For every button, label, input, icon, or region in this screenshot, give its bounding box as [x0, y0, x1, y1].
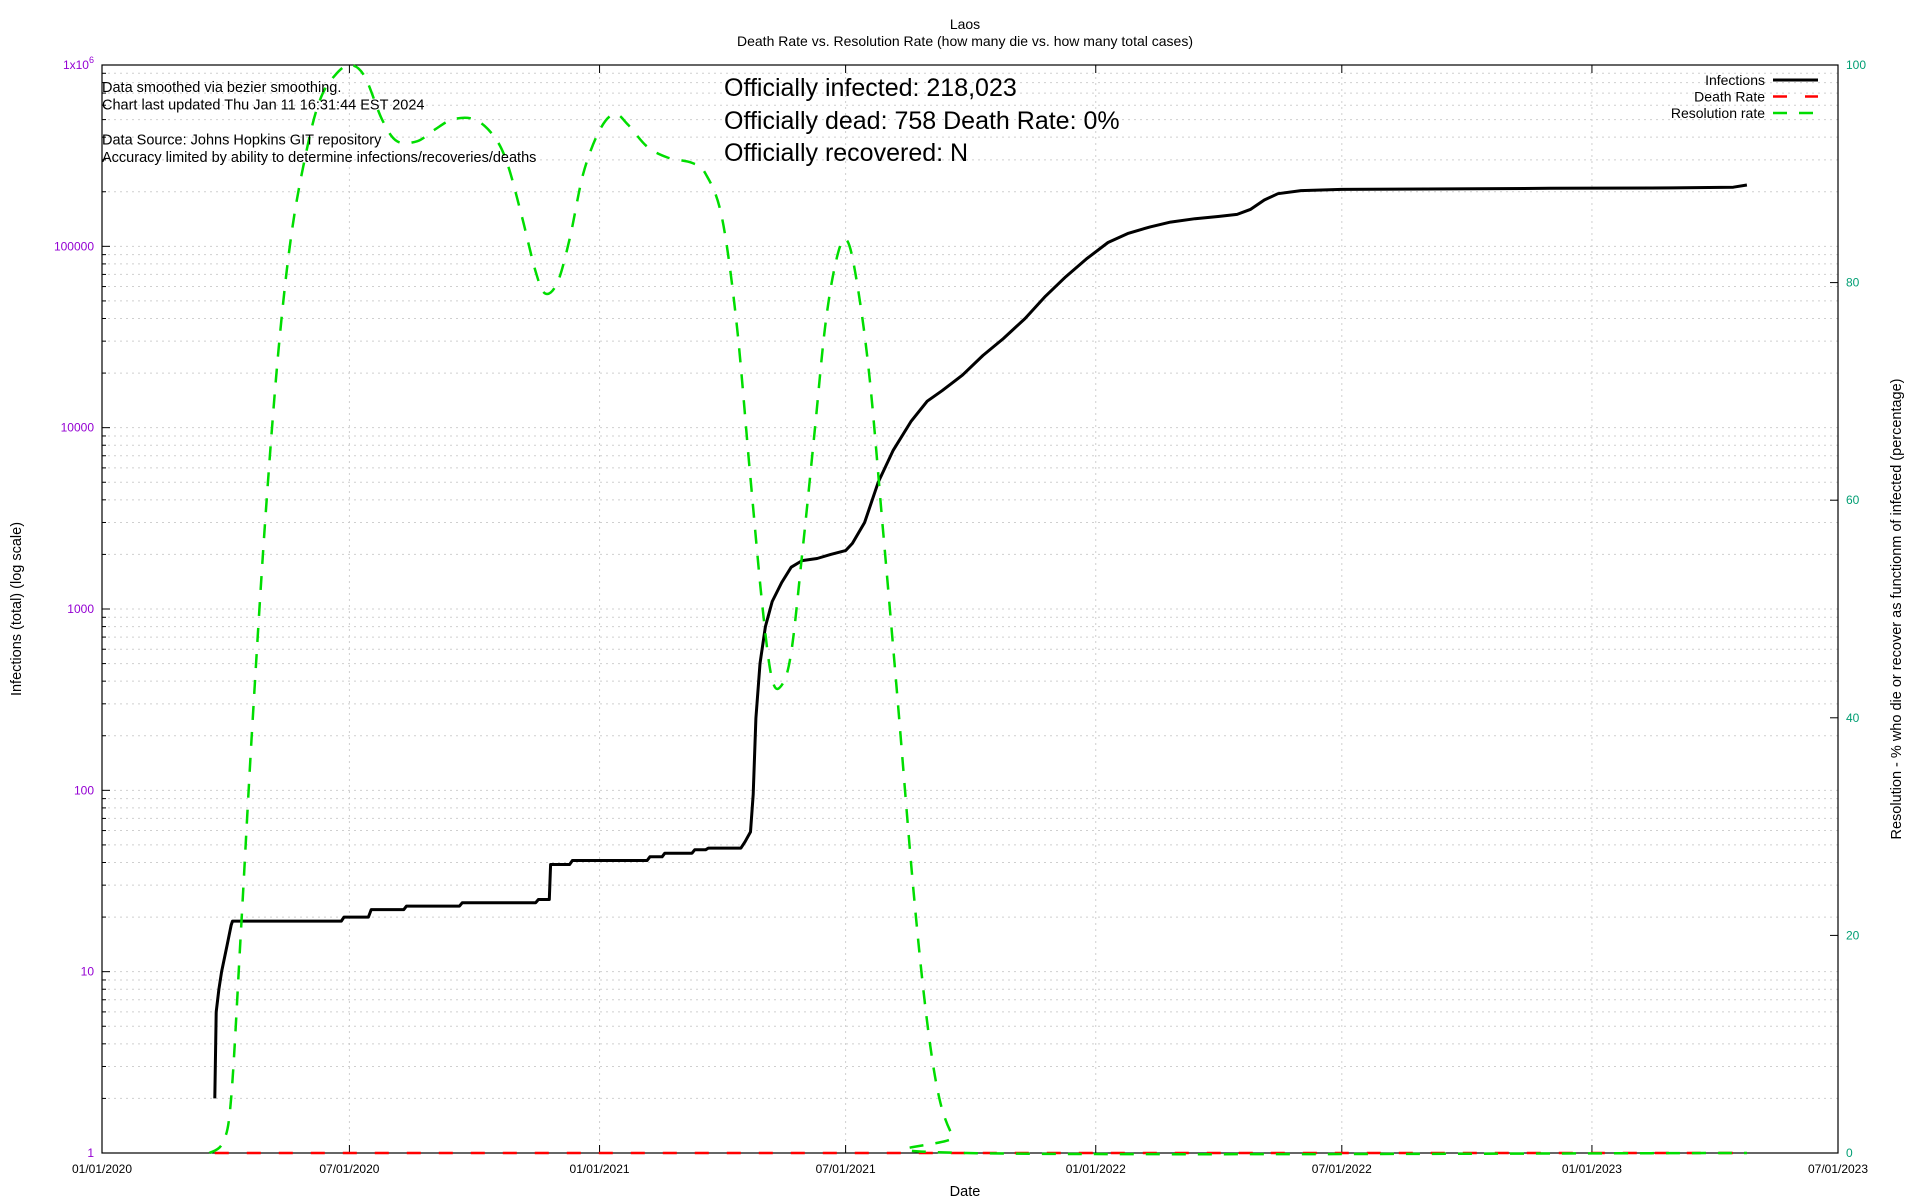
y2-tick-label: 60	[1846, 493, 1860, 507]
y2-tick-label: 80	[1846, 276, 1860, 290]
y-axis-title-right: Resolution - % who die or recover as fun…	[1889, 378, 1905, 839]
x-tick-label: 01/01/2022	[1066, 1162, 1126, 1176]
x-tick-label: 07/01/2023	[1808, 1162, 1868, 1176]
annotation-dead: Officially dead: 758 Death Rate: 0%	[724, 107, 1120, 135]
x-tick-label: 01/01/2021	[570, 1162, 630, 1176]
plot-frame	[101, 64, 1839, 1154]
y-tick-label: 10000	[61, 421, 95, 435]
y-tick-label: 1	[87, 1146, 94, 1160]
grid	[102, 65, 1838, 1153]
legend-label: Resolution rate	[1671, 105, 1765, 121]
y-tick-label: 100	[74, 783, 94, 797]
y-tick-label: 100000	[54, 239, 94, 253]
y-tick-label: 10	[81, 965, 95, 979]
y-tick-label: 1000	[67, 602, 94, 616]
y2-tick-label: 40	[1846, 711, 1860, 725]
x-tick-label: 01/01/2020	[72, 1162, 132, 1176]
chart-subtitle: Death Rate vs. Resolution Rate (how many…	[737, 33, 1193, 49]
annotation-recovered: Officially recovered: N	[724, 139, 968, 167]
series-resolution-rate-line	[208, 63, 1747, 1156]
annotation-note: Data smoothed via bezier smoothing.	[102, 80, 341, 96]
annotation-note: Accuracy limited by ability to determine…	[102, 150, 536, 166]
y2-tick-label: 0	[1846, 1146, 1853, 1160]
series-group	[208, 63, 1748, 1156]
x-axis-title: Date	[950, 1184, 981, 1200]
y2-tick-label: 20	[1846, 928, 1860, 942]
chart-title: Laos	[950, 16, 980, 32]
legend-label: Infections	[1705, 72, 1765, 88]
x-tick-label: 07/01/2021	[816, 1162, 876, 1176]
x-tick-label: 07/01/2022	[1312, 1162, 1372, 1176]
series-infections-line	[213, 183, 1748, 1099]
legend-label: Death Rate	[1694, 89, 1765, 105]
y2-tick-label: 100	[1846, 58, 1866, 72]
y-axis-title-left: Infections (total) (log scale)	[9, 522, 25, 696]
axis-ticks: 01/01/2020 07/01/2020 01/01/2021 07/01/2021…	[54, 55, 1868, 1176]
annotation-note: Data Source: Johns Hopkins GIT repositor…	[102, 133, 382, 149]
annotation-note: Chart last updated Thu Jan 11 16:31:44 E…	[102, 98, 424, 114]
annotation-infected: Officially infected: 218,023	[724, 74, 1017, 102]
y-tick-label-top: 1x106	[63, 55, 94, 72]
annotation-notes: Data smoothed via bezier smoothing. Chart…	[102, 80, 536, 166]
x-tick-label: 07/01/2020	[319, 1162, 379, 1176]
y-tick-label-exponent: 6	[89, 55, 94, 65]
x-tick-label: 01/01/2023	[1562, 1162, 1622, 1176]
